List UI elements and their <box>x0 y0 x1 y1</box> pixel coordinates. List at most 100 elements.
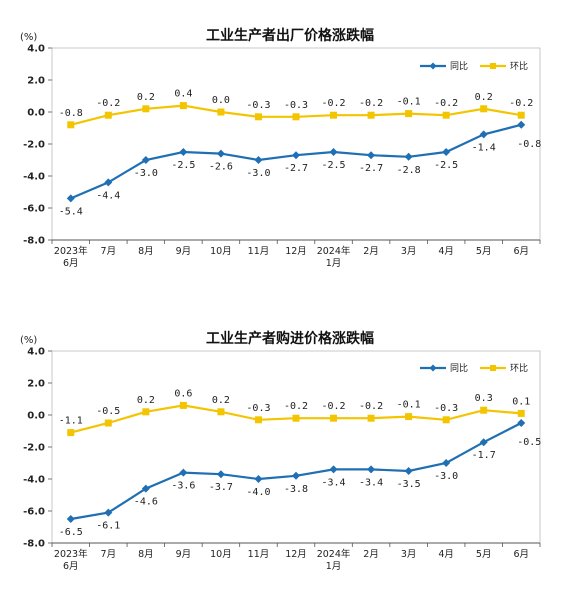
data-point-yoy <box>404 467 413 475</box>
legend-diamond-icon <box>429 62 437 70</box>
legend: 同比 环比 <box>420 362 528 374</box>
data-label-yoy: -1.7 <box>472 450 496 461</box>
data-point-yoy <box>517 419 526 427</box>
data-point-mom <box>217 108 225 116</box>
x-tick-label: 5月 <box>476 246 492 257</box>
data-point-yoy <box>367 465 376 474</box>
data-label-yoy: -2.7 <box>359 163 383 174</box>
data-point-yoy <box>66 194 75 203</box>
x-tick-label: 8月 <box>138 246 154 257</box>
data-point-yoy <box>216 470 225 479</box>
data-point-mom <box>254 113 262 121</box>
data-label-yoy: -3.6 <box>171 481 195 492</box>
y-unit-label: (%) <box>20 32 37 43</box>
x-tick-label: 2月 <box>363 246 379 257</box>
data-label-mom: -1.1 <box>59 416 83 427</box>
data-point-mom <box>405 110 413 118</box>
data-point-yoy <box>329 465 338 474</box>
x-tick-label: 11月 <box>248 246 270 257</box>
x-tick-label: 11月 <box>248 549 270 560</box>
data-label-yoy: -1.4 <box>472 142 496 153</box>
x-tick-label: 3月 <box>401 246 417 257</box>
data-point-mom <box>104 419 112 427</box>
data-point-mom <box>67 429 75 437</box>
data-label-yoy: -3.8 <box>284 484 308 495</box>
data-point-mom <box>292 414 300 422</box>
data-label-mom: -0.2 <box>359 98 383 109</box>
data-point-yoy <box>104 178 113 187</box>
x-tick-label: 10月 <box>210 246 232 257</box>
y-tick-label: -6.0 <box>23 507 45 518</box>
data-point-mom <box>480 105 488 113</box>
data-point-yoy <box>66 515 75 523</box>
x-tick-label: 2024年 1月 <box>317 548 351 572</box>
data-label-mom: 0.0 <box>212 95 230 106</box>
data-label-yoy: -5.4 <box>59 206 83 217</box>
data-point-mom <box>142 105 150 113</box>
data-point-yoy <box>479 438 488 447</box>
legend: 同比 环比 <box>420 60 528 72</box>
plot-frame <box>51 47 541 241</box>
data-label-yoy: -4.0 <box>246 487 270 498</box>
y-tick-label: 4.0 <box>27 347 45 358</box>
x-tick-label: 6月 <box>513 246 529 257</box>
data-label-mom: -0.2 <box>359 401 383 412</box>
legend-label: 同比 <box>450 60 468 72</box>
data-point-yoy <box>254 475 263 483</box>
chart-title: 工业生产者购进价格涨跌幅 <box>206 330 374 347</box>
data-point-yoy <box>179 468 188 477</box>
x-tick-label: 4月 <box>438 246 454 257</box>
data-label-yoy: -2.5 <box>321 160 345 171</box>
data-label-yoy: -2.6 <box>209 162 233 173</box>
data-point-yoy <box>442 148 451 156</box>
data-point-yoy <box>104 508 113 517</box>
x-tick-label: 12月 <box>285 549 307 560</box>
data-point-yoy <box>254 156 263 164</box>
data-point-mom <box>104 111 112 119</box>
data-label-yoy: -3.4 <box>321 477 345 488</box>
data-label-mom: -0.2 <box>509 98 533 109</box>
data-point-mom <box>442 416 450 424</box>
data-label-yoy: -6.5 <box>59 527 83 538</box>
x-tick-label: 2023年 6月 <box>54 245 88 269</box>
data-point-mom <box>292 113 300 121</box>
data-label-mom: 0.1 <box>512 396 530 407</box>
x-tick-label: 10月 <box>210 549 232 560</box>
plot-frame <box>51 350 541 544</box>
data-label-mom: 0.2 <box>475 92 493 103</box>
data-label-mom: 0.2 <box>137 395 155 406</box>
x-tick-label: 3月 <box>401 549 417 560</box>
y-tick-label: -8.0 <box>23 539 45 550</box>
data-label-yoy: -3.7 <box>209 482 233 493</box>
y-tick-label: 4.0 <box>27 44 45 55</box>
data-label-mom: -0.2 <box>321 98 345 109</box>
legend-label: 环比 <box>510 60 528 72</box>
data-label-yoy: -3.0 <box>134 168 158 179</box>
x-tick-label: 2月 <box>363 549 379 560</box>
data-label-yoy: -2.5 <box>434 160 458 171</box>
y-tick-label: -8.0 <box>23 236 45 247</box>
data-label-yoy: -3.5 <box>397 479 421 490</box>
data-point-yoy <box>292 471 300 480</box>
data-point-yoy <box>179 148 188 156</box>
data-point-yoy <box>329 148 338 156</box>
data-label-mom: 0.4 <box>174 89 192 100</box>
data-point-yoy <box>517 120 526 129</box>
x-tick-label: 12月 <box>285 246 307 257</box>
data-point-yoy <box>367 151 376 160</box>
data-label-yoy: -2.7 <box>284 163 308 174</box>
data-point-mom <box>517 111 525 119</box>
data-label-yoy: -2.8 <box>397 165 421 176</box>
data-label-mom: -0.3 <box>246 100 270 111</box>
data-point-mom <box>330 414 338 422</box>
x-tick-label: 2023年 6月 <box>54 548 88 572</box>
x-tick-label: 9月 <box>176 549 192 560</box>
data-point-mom <box>142 408 150 416</box>
data-label-yoy: -4.6 <box>134 497 158 508</box>
data-label-mom: 0.3 <box>475 393 493 404</box>
data-point-mom <box>405 413 413 421</box>
data-point-yoy <box>479 130 488 139</box>
data-point-mom <box>67 121 75 129</box>
data-label-mom: -0.2 <box>434 98 458 109</box>
